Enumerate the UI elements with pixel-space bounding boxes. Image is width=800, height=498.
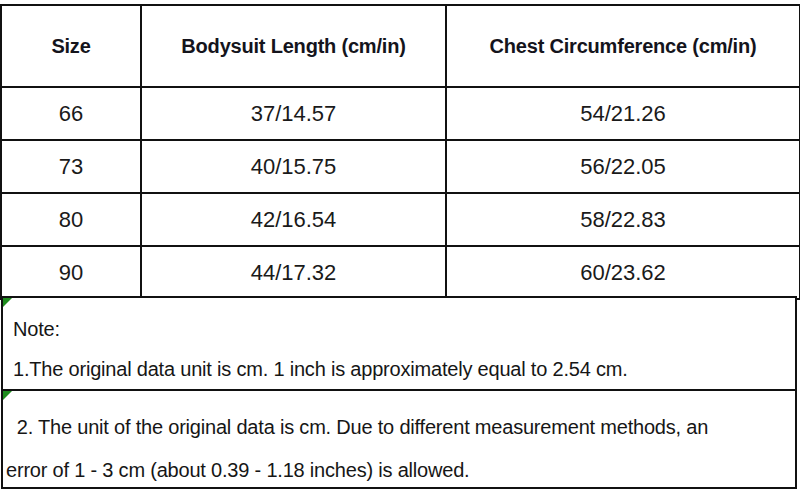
green-corner-triangle-icon xyxy=(3,391,12,400)
chest-cell: 58/22.83 xyxy=(446,193,800,246)
size-chart-page: Size Bodysuit Length (cm/in) Chest Circu… xyxy=(0,0,800,498)
table-row: 73 40/15.75 56/22.05 xyxy=(1,140,800,193)
length-cell: 42/16.54 xyxy=(141,193,446,246)
size-cell: 73 xyxy=(1,140,141,193)
note-box-1: Note: 1.The original data unit is cm. 1 … xyxy=(1,296,797,391)
table-row: 90 44/17.32 60/23.62 xyxy=(1,246,800,299)
chest-cell: 56/22.05 xyxy=(446,140,800,193)
chest-cell: 54/21.26 xyxy=(446,87,800,140)
green-corner-triangle-icon xyxy=(3,298,12,307)
col-header-chest-circumference: Chest Circumference (cm/in) xyxy=(446,5,800,87)
length-cell: 44/17.32 xyxy=(141,246,446,299)
note-title: Note: xyxy=(3,298,795,349)
length-cell: 37/14.57 xyxy=(141,87,446,140)
header-row: Size Bodysuit Length (cm/in) Chest Circu… xyxy=(1,5,800,87)
note-1-text: 1.The original data unit is cm. 1 inch i… xyxy=(3,349,795,389)
size-table: Size Bodysuit Length (cm/in) Chest Circu… xyxy=(0,4,800,300)
table-row: 66 37/14.57 54/21.26 xyxy=(1,87,800,140)
chest-cell: 60/23.62 xyxy=(446,246,800,299)
length-cell: 40/15.75 xyxy=(141,140,446,193)
col-header-size: Size xyxy=(1,5,141,87)
size-cell: 80 xyxy=(1,193,141,246)
note-2-text: 2. The unit of the original data is cm. … xyxy=(3,391,795,489)
size-cell: 66 xyxy=(1,87,141,140)
table-row: 80 42/16.54 58/22.83 xyxy=(1,193,800,246)
size-cell: 90 xyxy=(1,246,141,299)
col-header-bodysuit-length: Bodysuit Length (cm/in) xyxy=(141,5,446,87)
note-box-2: 2. The unit of the original data is cm. … xyxy=(1,389,797,489)
